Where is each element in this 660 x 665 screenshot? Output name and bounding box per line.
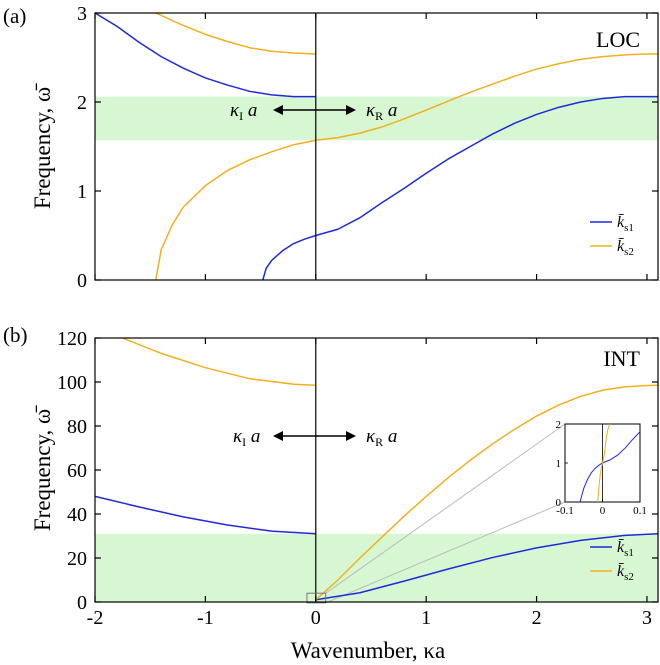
b-curve-orange-2 [315, 384, 659, 601]
inset-connector-bottom [325, 501, 566, 604]
panel-b-y-axis-label: Frequency, ω̄ [30, 405, 55, 531]
panel-a-kappa-i-label: κI a [230, 100, 257, 123]
inset-y-tick-label: 1 [556, 458, 562, 470]
inset-x-tick-label: -0.1 [556, 505, 573, 517]
b-y-tick-label: 60 [67, 460, 87, 482]
panel-b-inset-connectors [325, 423, 566, 604]
x-tick-label: -1 [197, 607, 214, 629]
panel-b-bandgap-shading [95, 533, 658, 602]
b-y-tick-label: 120 [57, 328, 87, 350]
inset-y-tick-label: 2 [556, 419, 562, 431]
a-y-tick-label: 3 [77, 3, 87, 25]
a-y-tick-label: 0 [77, 270, 87, 292]
a-y-tick-label: 1 [77, 181, 87, 203]
a-curve-orange-2 [154, 53, 658, 281]
a-legend-label: k̄s1 [617, 214, 634, 234]
panel-a-kappa-annotation: κI a κR a [230, 100, 397, 123]
inset-curve-orange [597, 423, 611, 503]
a-curve-blue-0 [94, 12, 316, 98]
inset-connector-top [325, 423, 566, 594]
panel-a-frame [94, 12, 659, 281]
x-axis-label: Wavenumber, κa [291, 638, 445, 663]
panel-a-kappa-r-label: κR a [366, 100, 397, 123]
x-tick-label: 1 [421, 607, 431, 629]
x-tick-label: -2 [87, 607, 104, 629]
panel-b-tag: INT [603, 346, 640, 371]
x-tick-label: 0 [311, 607, 321, 629]
panel-a-ticks: 0 1 2 3 [77, 3, 658, 292]
panel-b-arrowhead-right [346, 431, 356, 441]
panel-a-arrowhead-right [346, 105, 356, 115]
panel-b-kappa-annotation: κI a κR a [233, 426, 397, 449]
b-y-tick-label: 40 [67, 504, 87, 526]
panel-b-kappa-i-label: κI a [233, 426, 260, 449]
panel-a-label: (a) [3, 4, 26, 28]
panel-b-curves [94, 337, 659, 601]
panel-a-legend: k̄s1 k̄s2 [590, 214, 634, 258]
x-tick-label: 2 [532, 607, 542, 629]
b-curve-blue-1 [315, 533, 659, 601]
a-legend-label: k̄s2 [617, 238, 634, 258]
b-curve-blue-0 [94, 495, 316, 535]
panel-b-label: (b) [3, 323, 28, 347]
panel-a-curves [94, 12, 658, 281]
b-y-tick-label: 20 [67, 548, 87, 570]
panel-b-kappa-r-label: κR a [366, 426, 397, 449]
b-y-tick-label: 100 [57, 372, 87, 394]
inset-x-tick-label: 0 [600, 505, 606, 517]
b-y-tick-label: 80 [67, 416, 87, 438]
b-curve-orange-3 [122, 337, 316, 387]
inset-y-tick-label: 0 [556, 497, 562, 509]
a-curve-orange-3 [155, 12, 316, 55]
b-y-tick-label: 0 [77, 592, 87, 614]
inset-curve-blue [579, 431, 641, 503]
panel-a-arrowhead-left [273, 105, 283, 115]
a-curve-blue-1 [262, 95, 658, 281]
panel-a-y-axis-label: Frequency, ω̄ [30, 83, 55, 209]
panel-a-bandgap-shading [95, 96, 658, 141]
x-tick-label: 3 [642, 607, 652, 629]
panel-b-arrowhead-left [273, 431, 283, 441]
panel-a-tag: LOC [596, 27, 640, 52]
a-y-tick-label: 2 [77, 92, 87, 114]
panel-a: 0 1 2 3 (a) LOC κI a κR a k̄s1 k̄s2 [3, 3, 659, 292]
inset-x-tick-label: 0.1 [633, 505, 647, 517]
panel-b-zoom-box [306, 592, 327, 604]
